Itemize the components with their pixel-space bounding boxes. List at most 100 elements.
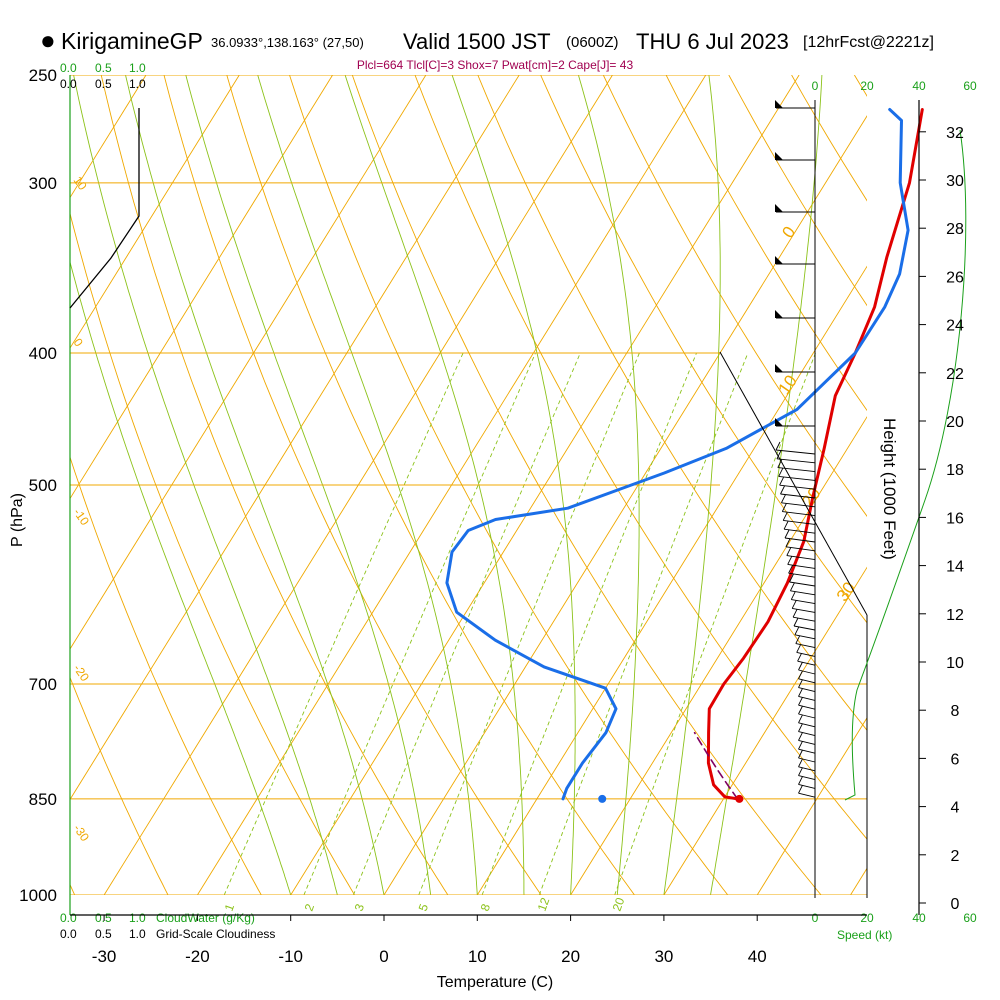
moist-adiabat-line [577,75,640,895]
speed-top-tick-40: 40 [912,79,926,93]
cl-bottom-tick-0: 0.0 [60,927,77,941]
wind-barb-feather [796,644,802,653]
mixing-ratio-label: 8 [478,902,494,913]
wind-barb-feather [798,740,803,750]
wind-barb-feather [798,776,803,785]
temperature-tick-label: 0 [379,947,388,966]
height-axis-label: Height (1000 Feet) [880,418,899,560]
wind-barb-feather [780,485,785,495]
wind-barb-shaft [779,484,816,490]
temperature-profile [706,108,924,801]
wind-barb-shaft [797,660,816,666]
wind-barb-feather [798,661,803,671]
moist-adiabat-line [257,75,478,895]
sounding-profiles [445,108,924,803]
wind-barb-flag [775,204,783,212]
wind-barb-feather [798,705,803,715]
wind-speed-profile [844,129,967,801]
wind-barb-flag [775,310,783,318]
cw-bottom-tick-0: 0.0 [60,911,77,925]
isotherm-label: 0 [778,223,799,242]
wind-barb-shaft [798,748,816,754]
wind-barb-flag [775,418,783,426]
mixing-ratio-label: 3 [352,902,368,913]
wind-barb-flag [775,364,783,372]
pressure-tick-label: 250 [29,66,57,85]
wind-barb-shaft [798,704,816,710]
dry-adiabat-label: -30 [71,822,93,845]
speed-bottom-tick-40: 40 [912,911,926,925]
wind-barbs [775,100,816,798]
cl-bottom-tick-2: 1.0 [129,927,146,941]
height-tick-label: 22 [946,366,964,383]
wind-barb-feather [778,468,784,477]
height-axis: Height (1000 Feet) 024681012141618202224… [880,100,964,915]
wind-barb-feather [775,441,781,451]
isotherm-line [570,416,867,895]
parcel-profile [693,731,739,800]
temperature-tick-label: -10 [278,947,303,966]
wind-barb-shaft [784,528,816,534]
surface-dewpoint-point [598,794,607,803]
wind-barb-shaft [788,572,816,578]
isotherm-label: 10 [775,372,801,398]
wind-barb-feather [797,652,803,662]
height-tick-label: 16 [946,510,964,527]
axes: Temperature (C) P (hPa) 2503004005007008… [9,66,867,991]
temperature-tick-label: 30 [654,947,673,966]
cl-top-tick-1: 0.5 [95,77,112,91]
dry-adiabat-line [854,75,867,97]
mixing-ratio-label: 5 [416,902,432,913]
isotherm-line [756,717,867,895]
wind-barb-feather [798,679,803,688]
height-tick-label: 4 [951,800,960,817]
wind-barb-feather [790,591,796,600]
wind-barb-feather [798,696,803,706]
height-tick-label: 0 [951,896,960,913]
wind-barb-feather [798,767,803,776]
wind-barb-feather [788,564,794,574]
dry-adiabat-line [289,75,729,895]
moist-adiabat-line [451,75,576,895]
dry-adiabat-line [728,75,867,307]
station-coords: 36.0933°,138.163° (27,50) [211,35,364,50]
wind-barb-shaft [775,449,816,455]
dry-adiabat-line [602,75,867,517]
wind-barb-shaft [798,739,816,745]
speed-bottom-tick-0: 0 [812,911,819,925]
wind-barb-feather [783,520,789,530]
wind-barb-feather [793,617,799,627]
dry-adiabat-label: -10 [71,506,93,529]
wind-barb-shaft [794,634,816,640]
wind-barb-shaft [777,467,816,473]
temperature-tick-label: 10 [468,947,487,966]
cloud-water-label: CloudWater (g/Kg) [156,911,255,925]
wind-barb-feather [795,635,801,644]
cloudiness-label: Grid-Scale Cloudiness [156,927,275,941]
wind-barb-feather [798,784,803,794]
moist-adiabat-line [663,75,721,895]
wind-barb-shaft [781,502,816,508]
wind-barb-flag [775,256,783,264]
cloudiness-profile [69,108,140,309]
wind-barb-shaft [798,783,816,789]
dry-adiabat-line [980,75,1000,895]
wind-barb-shaft [798,722,816,728]
wind-barb-feather [798,688,803,697]
wind-barb-shaft [798,695,816,701]
moist-adiabat-line [125,75,385,895]
wind-barb-shaft [798,766,816,772]
wind-barb-shaft [786,555,816,561]
wind-barb-feather [786,547,792,556]
speed-bottom-tick-60: 60 [963,911,977,925]
cw-top-tick-2: 1.0 [129,61,146,75]
dry-adiabat-line [351,75,822,895]
cl-top-tick-0: 0.0 [60,77,77,91]
x-axis-label: Temperature (C) [437,974,553,991]
mixing-ratio-line [352,352,581,895]
mixing-ratio-line [303,352,536,895]
pressure-tick-label: 700 [29,675,57,694]
mixing-ratio-line [223,352,464,895]
isotherm-line [476,265,867,895]
y-axis-label: P (hPa) [9,493,26,547]
